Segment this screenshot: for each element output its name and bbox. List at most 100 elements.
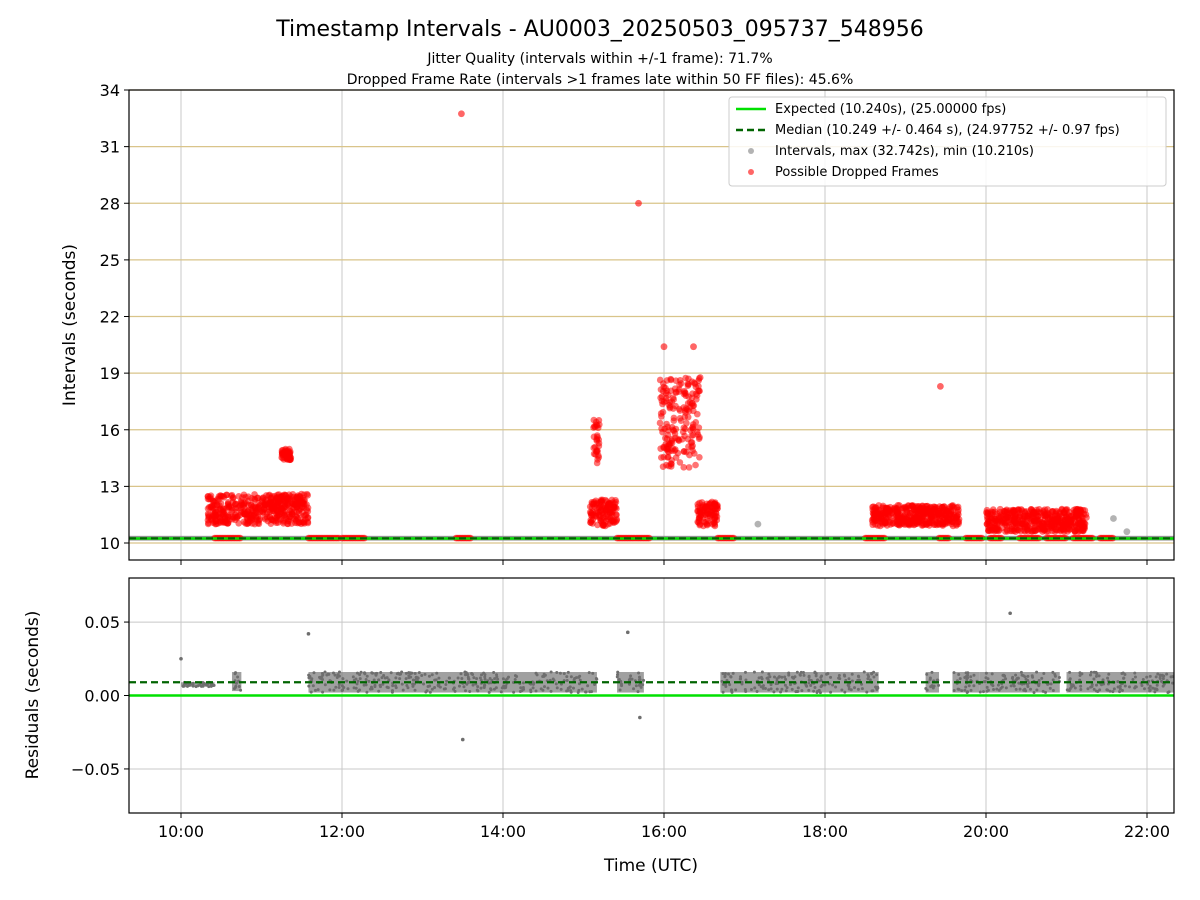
- residual-point: [844, 678, 848, 682]
- dropped-frame-point: [204, 510, 212, 518]
- dropped-frame-point: [676, 407, 684, 414]
- residual-point: [774, 682, 778, 686]
- residual-point: [730, 690, 734, 694]
- residual-point: [641, 683, 645, 687]
- dropped-frame-point: [1009, 519, 1016, 527]
- residual-point: [997, 688, 1001, 692]
- residual-point: [982, 680, 986, 684]
- dropped-frame-point: [1062, 517, 1069, 525]
- residual-point: [453, 689, 457, 693]
- residual-point: [306, 632, 311, 636]
- residual-point: [960, 689, 964, 693]
- top-y-tick-label: 10: [100, 534, 120, 553]
- residual-point: [1010, 676, 1014, 680]
- residual-point: [234, 671, 238, 675]
- residual-point: [543, 685, 547, 689]
- residual-point: [642, 678, 646, 682]
- residual-point: [382, 673, 386, 677]
- residual-point: [763, 687, 767, 691]
- dropped-frame-point: [285, 494, 293, 502]
- legend-intervals-swatch: [748, 148, 754, 154]
- residual-point: [1155, 687, 1159, 691]
- dropped-frame-point: [293, 496, 301, 503]
- residual-point: [930, 670, 934, 674]
- dropped-frame-point: [1006, 507, 1014, 514]
- residual-point: [837, 673, 841, 677]
- residual-point: [1015, 677, 1019, 681]
- residual-point: [332, 688, 336, 692]
- residual-point: [456, 676, 460, 680]
- residual-point: [1030, 674, 1034, 678]
- bottom-y-tick-label: 0.05: [84, 613, 120, 632]
- residual-point: [1057, 675, 1061, 679]
- dropped-frame-point: [663, 435, 671, 443]
- residual-point: [475, 677, 479, 681]
- dropped-frame-point: [918, 508, 926, 515]
- residual-point: [972, 673, 976, 677]
- residual-point: [1044, 690, 1048, 694]
- residual-point: [521, 686, 525, 690]
- residual-point: [628, 677, 632, 681]
- residual-point: [783, 675, 787, 679]
- residual-point: [1051, 678, 1055, 682]
- subtitle-dropped: Dropped Frame Rate (intervals >1 frames …: [347, 72, 854, 88]
- dropped-frame-point: [656, 419, 664, 427]
- residual-point: [340, 688, 344, 692]
- residual-point: [385, 676, 389, 680]
- residual-point: [995, 687, 999, 691]
- residual-point: [483, 677, 487, 681]
- residual-point: [986, 688, 990, 692]
- residual-point: [843, 690, 847, 694]
- residual-point: [739, 677, 743, 681]
- residual-point: [800, 689, 804, 693]
- top-y-tick-label: 31: [100, 138, 120, 157]
- residual-point: [346, 687, 350, 691]
- residual-point: [489, 687, 493, 691]
- residual-point: [479, 686, 483, 690]
- dropped-frame-point: [233, 508, 241, 516]
- dropped-frame-point: [680, 424, 688, 432]
- residual-point: [546, 686, 550, 690]
- x-tick-label: 10:00: [158, 822, 204, 841]
- dropped-frame-point: [281, 511, 288, 519]
- residual-point: [572, 686, 576, 690]
- residual-point: [591, 671, 595, 675]
- dropped-frame-point: [676, 459, 684, 466]
- dropped-frame-point: [259, 494, 267, 502]
- residual-point: [321, 678, 325, 682]
- residual-point: [1092, 687, 1096, 691]
- residual-point: [996, 683, 1000, 687]
- residual-point: [779, 690, 783, 694]
- residual-point: [190, 682, 194, 686]
- residual-point: [636, 690, 640, 694]
- residual-point: [1154, 675, 1158, 679]
- residual-point: [426, 684, 430, 688]
- dropped-frame-point: [949, 522, 957, 530]
- residual-point: [236, 675, 240, 679]
- dropped-frame-point: [1056, 508, 1063, 516]
- residual-point: [1026, 684, 1030, 688]
- dropped-frame-point: [224, 519, 232, 527]
- residual-point: [726, 672, 730, 676]
- residual-point: [551, 677, 555, 681]
- residual-point: [1042, 671, 1046, 675]
- residual-point: [731, 671, 735, 675]
- residual-point: [416, 676, 420, 680]
- residual-point: [1090, 684, 1094, 688]
- residual-point: [307, 676, 311, 680]
- dropped-frame-point: [207, 492, 215, 500]
- residual-point: [639, 685, 643, 689]
- residual-point: [358, 677, 362, 681]
- residual-point: [377, 678, 381, 682]
- residual-point: [616, 670, 620, 674]
- residual-point: [816, 678, 820, 682]
- residual-point: [578, 674, 582, 678]
- residual-point: [1151, 686, 1155, 690]
- residual-point: [519, 686, 523, 690]
- residual-point: [850, 679, 854, 683]
- residual-point: [847, 677, 851, 681]
- residual-point: [413, 688, 417, 692]
- dropped-frame-point: [271, 498, 279, 506]
